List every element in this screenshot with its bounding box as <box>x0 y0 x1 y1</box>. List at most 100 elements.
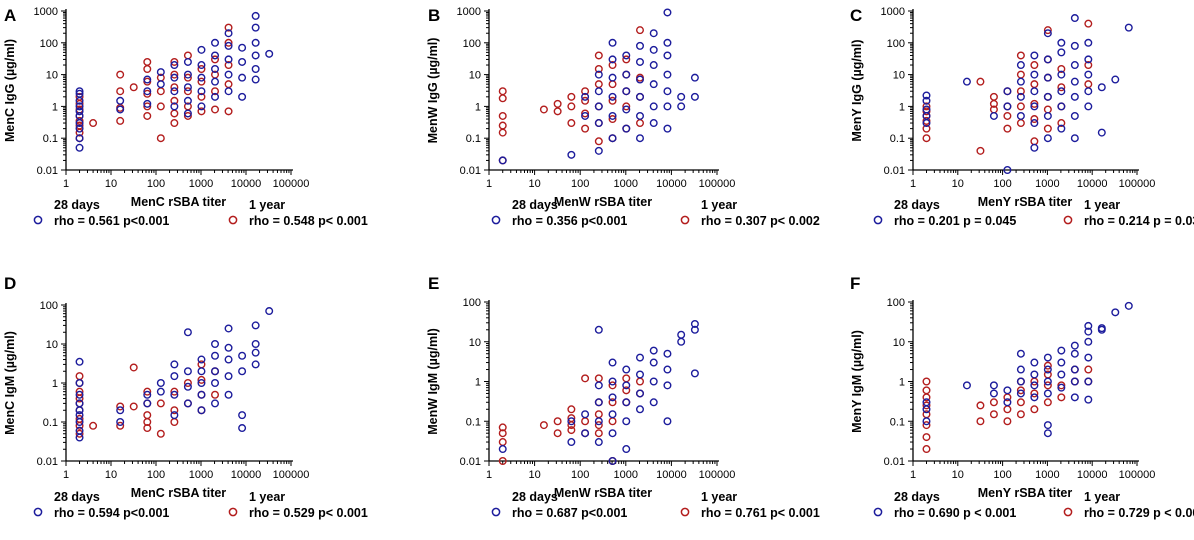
data-point <box>1084 70 1093 79</box>
data-point <box>1016 365 1025 374</box>
data-point <box>922 96 931 105</box>
data-point <box>608 80 617 89</box>
data-point <box>663 70 672 79</box>
data-point <box>1084 321 1093 330</box>
y-tick-label: 100 <box>887 38 905 50</box>
legend-name: 1 year <box>249 490 285 504</box>
data-point <box>1030 87 1039 96</box>
y-tick-label: 10 <box>46 339 58 351</box>
data-point <box>498 121 507 130</box>
data-point <box>922 377 931 386</box>
data-point <box>1057 346 1066 355</box>
x-tick-label: 1 <box>63 469 69 481</box>
data-point <box>989 410 998 419</box>
data-point <box>197 65 206 74</box>
legend-stats: rho = 0.594 p<0.001 <box>54 506 169 520</box>
data-point <box>170 119 179 128</box>
data-point <box>224 23 233 32</box>
data-point <box>1043 134 1052 143</box>
data-point <box>116 406 125 415</box>
data-point <box>581 374 590 383</box>
data-point <box>75 406 84 415</box>
data-point <box>649 80 658 89</box>
data-point <box>1070 61 1079 70</box>
data-point <box>690 319 699 328</box>
legend-name: 28 days <box>512 198 558 212</box>
data-point <box>594 146 603 155</box>
data-point <box>143 399 152 408</box>
data-point <box>635 405 644 414</box>
legend-1-year: 1 year rho = 0.761 p< 0.001 <box>680 490 820 520</box>
data-point <box>567 414 576 423</box>
legend-28-days: 28 days rho = 0.561 p<0.001 <box>33 198 169 228</box>
data-point <box>922 433 931 442</box>
data-point <box>608 398 617 407</box>
data-point <box>608 457 617 466</box>
data-point <box>156 429 165 438</box>
data-point <box>622 386 631 395</box>
data-point <box>635 41 644 50</box>
series-28-days <box>922 14 1133 174</box>
data-point <box>663 8 672 17</box>
series-28-days <box>498 8 699 165</box>
data-point <box>1057 358 1066 367</box>
data-point <box>211 87 220 96</box>
data-point <box>75 124 84 133</box>
y-tick-label: 1 <box>899 101 905 113</box>
data-point <box>608 55 617 64</box>
data-point <box>567 405 576 414</box>
data-point <box>224 390 233 399</box>
y-tick-label: 0.1 <box>43 133 58 145</box>
data-point <box>608 115 617 124</box>
x-axis-title: MenW rSBA titer <box>554 195 652 209</box>
data-point <box>197 355 206 364</box>
data-point <box>1016 92 1025 101</box>
data-point <box>1070 14 1079 23</box>
data-point <box>498 429 507 438</box>
x-axis-title: MenC rSBA titer <box>131 486 227 500</box>
data-point <box>143 387 152 396</box>
y-tick-label: 10 <box>893 70 905 82</box>
legend-28-days: 28 days rho = 0.201 p = 0.045 <box>873 198 1016 228</box>
data-point <box>1043 111 1052 120</box>
legend-stats: rho = 0.561 p<0.001 <box>54 214 169 228</box>
data-point <box>553 429 562 438</box>
data-point <box>594 80 603 89</box>
y-tick-label: 0.1 <box>466 133 481 145</box>
data-point <box>635 119 644 128</box>
data-point <box>498 156 507 165</box>
x-axis-title: MenC rSBA titer <box>131 195 227 209</box>
data-point <box>581 109 590 118</box>
data-point <box>539 421 548 430</box>
data-point <box>1030 115 1039 124</box>
data-point <box>1016 102 1025 111</box>
x-tick-label: 10 <box>952 469 964 481</box>
data-point <box>1016 398 1025 407</box>
data-point <box>1030 80 1039 89</box>
y-tick-label: 1000 <box>457 6 481 18</box>
data-point <box>922 134 931 143</box>
data-point <box>1043 365 1052 374</box>
x-axis-title: MenY rSBA titer <box>978 486 1073 500</box>
legend-stats: rho = 0.729 p < 0.001 <box>1084 506 1194 520</box>
data-point <box>581 417 590 426</box>
data-point <box>608 381 617 390</box>
data-point <box>224 372 233 381</box>
data-point <box>75 390 84 399</box>
data-point <box>498 128 507 137</box>
data-point <box>594 421 603 430</box>
y-tick-label: 100 <box>463 38 481 50</box>
data-point <box>1057 124 1066 133</box>
data-point <box>1057 370 1066 379</box>
data-point <box>143 87 152 96</box>
data-point <box>170 411 179 420</box>
data-point <box>690 325 699 334</box>
data-point <box>649 102 658 111</box>
x-axis-title: MenW rSBA titer <box>554 486 652 500</box>
data-point <box>211 92 220 101</box>
data-point <box>1003 102 1012 111</box>
data-point <box>1057 393 1066 402</box>
data-point <box>143 111 152 120</box>
data-point <box>677 92 686 101</box>
data-point <box>238 73 247 82</box>
